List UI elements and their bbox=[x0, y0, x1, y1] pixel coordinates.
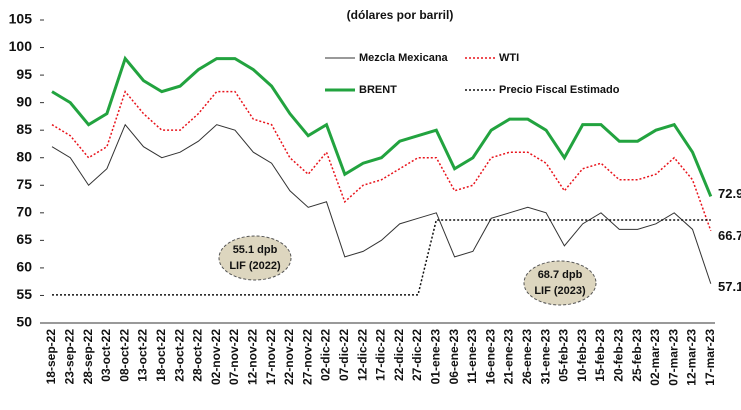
y-tick-label: 100 bbox=[9, 38, 33, 54]
y-tick-label: 90 bbox=[16, 93, 32, 109]
x-tick-label: 12-dic-22 bbox=[355, 329, 369, 381]
x-tick-label: 22-nov-22 bbox=[282, 329, 296, 385]
x-tick-label: 01-ene-23 bbox=[428, 329, 442, 385]
annotation-bubble bbox=[218, 235, 292, 281]
x-tick-label: 17-dic-22 bbox=[374, 329, 388, 381]
series-line bbox=[52, 219, 711, 296]
subtitle: (dólares por barril) bbox=[347, 8, 454, 22]
legend-label: Mezcla Mexicana bbox=[359, 52, 449, 64]
x-tick-label: 17-mar-23 bbox=[703, 329, 717, 386]
end-label: 72.97 bbox=[718, 186, 741, 201]
x-tick-label: 25-feb-23 bbox=[630, 329, 644, 382]
x-tick-label: 20-feb-23 bbox=[611, 329, 625, 382]
x-tick-label: 07-mar-23 bbox=[666, 329, 680, 386]
end-label: 57.12 bbox=[718, 279, 741, 294]
annotation: LIF (2022) bbox=[229, 260, 281, 272]
end-label: 66.74 bbox=[718, 228, 741, 243]
annotation: 55.1 dpb bbox=[233, 244, 278, 256]
x-tick-label: 11-ene-23 bbox=[465, 329, 479, 384]
y-tick-label: 70 bbox=[16, 204, 32, 220]
x-tick-label: 17-nov-22 bbox=[264, 329, 278, 385]
x-tick-label: 03-oct-22 bbox=[99, 329, 113, 382]
x-tick-label: 02-nov-22 bbox=[209, 329, 223, 385]
x-tick-label: 08-oct-22 bbox=[117, 329, 131, 382]
x-tick-label: 10-feb-23 bbox=[575, 329, 589, 382]
y-tick-label: 55 bbox=[16, 286, 32, 302]
x-tick-label: 06-ene-23 bbox=[447, 329, 461, 385]
legend-label: BRENT bbox=[359, 84, 397, 96]
series-line bbox=[51, 90, 712, 232]
x-tick-label: 18-sep-22 bbox=[44, 329, 58, 385]
x-tick-label: 07-dic-22 bbox=[337, 329, 351, 381]
x-tick-label: 26-ene-23 bbox=[520, 329, 534, 385]
x-tick-label: 07-nov-22 bbox=[227, 329, 241, 385]
x-tick-label: 02-mar-23 bbox=[648, 329, 662, 386]
annotation: 68.7 dpb bbox=[538, 269, 583, 281]
x-tick-label: 27-dic-22 bbox=[410, 329, 424, 381]
x-tick-label: 23-sep-22 bbox=[62, 329, 76, 385]
x-tick-label: 28-oct-22 bbox=[191, 329, 205, 382]
x-tick-label: 21-ene-23 bbox=[502, 329, 516, 385]
x-tick-label: 18-oct-22 bbox=[154, 329, 168, 382]
x-tick-label: 02-dic-22 bbox=[319, 329, 333, 381]
y-tick-label: 60 bbox=[16, 259, 32, 275]
x-tick-label: 12-mar-23 bbox=[685, 329, 699, 386]
series-line bbox=[51, 55, 713, 198]
series-line bbox=[51, 123, 712, 284]
y-tick-label: 75 bbox=[16, 176, 32, 192]
legend-label: Precio Fiscal Estimado bbox=[499, 84, 620, 96]
y-tick-label: 105 bbox=[9, 11, 33, 27]
y-tick-label: 95 bbox=[16, 66, 32, 82]
x-tick-label: 27-nov-22 bbox=[300, 329, 314, 385]
x-tick-label: 16-ene-23 bbox=[483, 329, 497, 385]
annotation: LIF (2023) bbox=[534, 285, 586, 297]
x-tick-label: 31-ene-23 bbox=[538, 329, 552, 385]
x-tick-label: 28-sep-22 bbox=[81, 329, 95, 385]
annotation-bubble bbox=[523, 260, 597, 306]
x-tick-label: 13-oct-22 bbox=[136, 329, 150, 382]
x-tick-label: 15-feb-23 bbox=[593, 329, 607, 382]
y-tick-label: 50 bbox=[16, 314, 32, 330]
x-tick-label: 23-oct-22 bbox=[172, 329, 186, 382]
y-tick-label: 65 bbox=[16, 231, 32, 247]
legend-label: WTI bbox=[499, 52, 519, 64]
y-tick-label: 80 bbox=[16, 148, 32, 164]
x-tick-label: 22-dic-22 bbox=[392, 329, 406, 381]
x-tick-label: 05-feb-23 bbox=[557, 329, 571, 382]
x-tick-label: 12-nov-22 bbox=[245, 329, 259, 385]
y-tick-label: 85 bbox=[16, 121, 32, 137]
